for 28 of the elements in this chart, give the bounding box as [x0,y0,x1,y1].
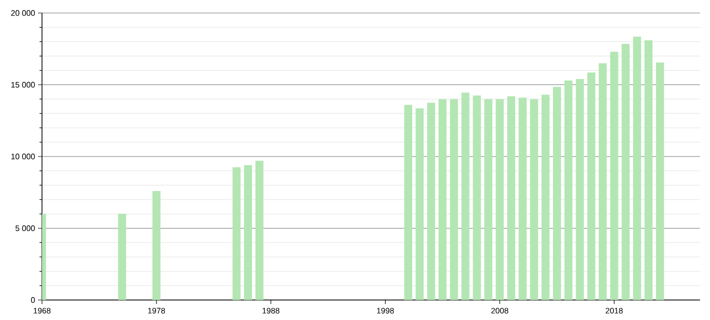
bar [518,98,527,300]
bar [404,104,412,300]
bar [530,99,538,300]
bar [644,40,653,300]
bar [152,190,160,300]
bar [496,99,504,300]
bar [633,36,642,300]
bar [622,44,630,300]
bar [472,96,481,300]
bar [255,160,264,300]
bar [598,63,607,300]
bar [244,165,252,300]
bar [416,108,424,300]
bar [507,96,516,300]
bar [427,102,436,300]
bar [587,72,596,300]
bar [552,86,561,300]
bar [438,99,447,300]
bar [656,62,664,300]
bar [542,94,550,300]
bar [118,214,126,300]
bar [484,99,492,300]
bar [576,79,584,300]
bar [564,80,572,300]
bar [461,92,470,300]
bar [610,52,618,300]
bar [232,167,241,300]
bar [450,99,458,300]
